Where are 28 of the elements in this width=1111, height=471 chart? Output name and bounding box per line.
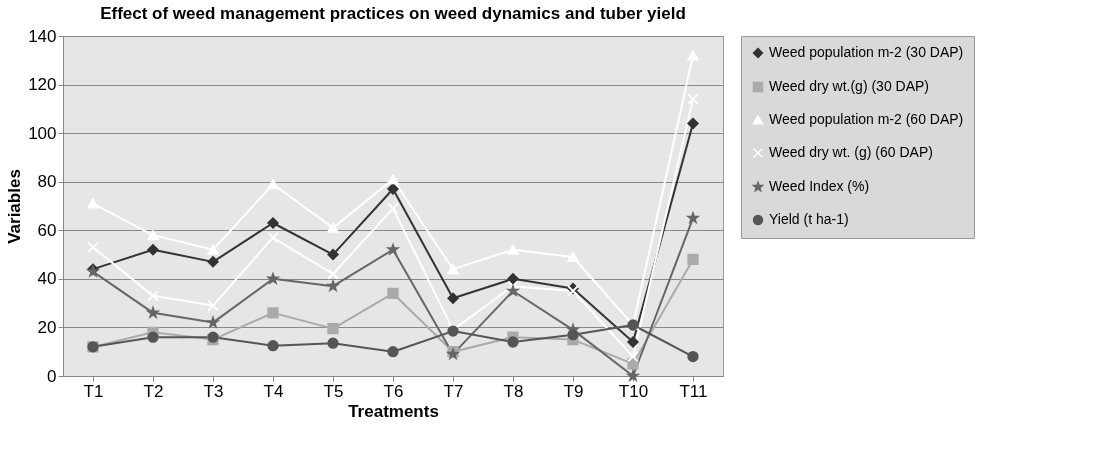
y-tick-label: 100 bbox=[28, 123, 57, 143]
chart-title: Effect of weed management practices on weed dynamics and tuber yield bbox=[100, 4, 686, 23]
y-tick-label: 140 bbox=[28, 26, 57, 46]
legend-label: Weed dry wt.(g) (30 DAP) bbox=[769, 78, 930, 94]
x-tick-label: T9 bbox=[563, 381, 584, 401]
y-axis-title: Variables bbox=[5, 169, 25, 244]
x-tick-label: T2 bbox=[143, 381, 164, 401]
legend-label: Weed dry wt. (g) (60 DAP) bbox=[769, 144, 933, 160]
x-tick-label: T11 bbox=[679, 381, 708, 401]
x-tick-label: T8 bbox=[503, 381, 524, 401]
y-tick-label: 20 bbox=[37, 317, 57, 337]
y-tick-label: 80 bbox=[37, 172, 57, 192]
legend-label: Weed population m-2 (60 DAP) bbox=[769, 111, 964, 127]
legend-label: Weed population m-2 (30 DAP) bbox=[769, 44, 964, 60]
legend-label: Yield (t ha-1) bbox=[769, 211, 849, 227]
x-tick-label: T5 bbox=[323, 381, 344, 401]
x-tick-label: T10 bbox=[618, 381, 649, 401]
x-tick-label: T3 bbox=[203, 381, 224, 401]
y-tick-label: 60 bbox=[37, 220, 57, 240]
x-tick-label: T1 bbox=[83, 381, 104, 401]
x-tick-label: T7 bbox=[443, 381, 464, 401]
x-axis-title: Treatments bbox=[348, 401, 439, 421]
y-tick-label: 0 bbox=[47, 366, 57, 386]
legend-label: Weed Index (%) bbox=[769, 178, 870, 194]
x-tick-label: T4 bbox=[263, 381, 284, 401]
x-tick-label: T6 bbox=[383, 381, 404, 401]
y-tick-label: 40 bbox=[37, 269, 57, 289]
y-tick-label: 120 bbox=[28, 75, 57, 95]
